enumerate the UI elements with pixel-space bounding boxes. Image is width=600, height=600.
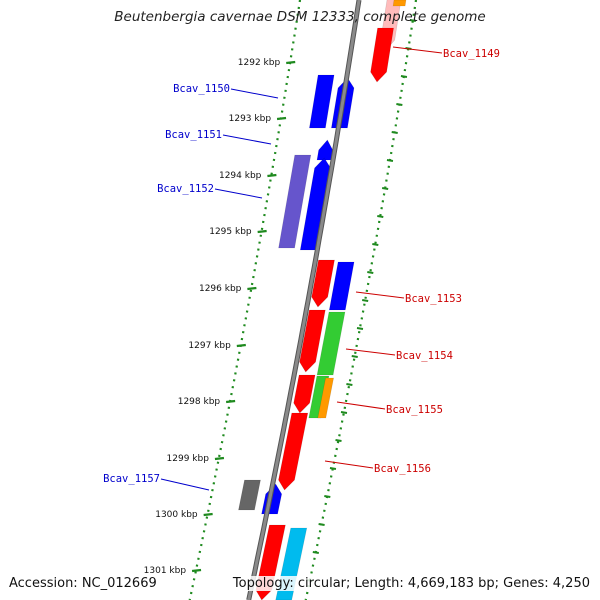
kbp-tick-label: 1295 kbp	[209, 227, 252, 237]
kbp-tick-label: 1299 kbp	[167, 454, 210, 464]
ruler-layer	[188, 0, 418, 600]
outer-ruler-tick	[346, 383, 353, 386]
gene-arrow-bcav-1156	[278, 412, 309, 491]
leader-line-bcav-1152	[214, 188, 263, 199]
kbp-tick-label: 1300 kbp	[155, 510, 198, 520]
outer-ruler-tick	[381, 187, 389, 190]
outer-ruler-tick	[386, 159, 394, 162]
outer-ruler-tick	[324, 495, 331, 498]
gene-arrow-bcav-1150a	[309, 74, 335, 129]
leader-line-bcav-1149	[392, 46, 443, 54]
leader-line-bcav-1154	[345, 348, 396, 356]
gene-arrow-bcav-1152a	[278, 154, 312, 249]
outer-ruler-tick	[400, 75, 408, 78]
backbone-line	[247, 0, 361, 600]
leader-line-bcav-1151	[222, 134, 272, 145]
outer-ruler-tick	[340, 411, 348, 414]
gene-arrow-red-1	[311, 259, 335, 308]
outer-ruler-tick	[318, 523, 325, 526]
kbp-tick-mark	[267, 173, 277, 178]
gene-arrow-bcav-1154	[316, 311, 346, 376]
leader-line-bcav-1153	[355, 291, 405, 299]
gene-arrow-red-2	[299, 309, 326, 373]
gene-label-bcav-1155: Bcav_1155	[386, 404, 443, 416]
outer-ruler-tick	[335, 439, 342, 442]
kbp-tick-label: 1292 kbp	[238, 58, 281, 68]
gene-arrow-red-3	[293, 374, 316, 414]
kbp-tick-label: 1298 kbp	[178, 397, 221, 407]
backbone-layer	[246, 0, 362, 600]
gene-arrow-bcav-1149	[370, 27, 394, 83]
kbp-tick-mark	[247, 286, 257, 291]
outer-ruler-tick	[329, 467, 337, 470]
gene-label-bcav-1149: Bcav_1149	[443, 48, 500, 60]
outer-ruler-tick	[377, 215, 384, 218]
outer-ruler-tick	[409, 19, 417, 22]
gene-label-bcav-1154: Bcav_1154	[396, 350, 453, 362]
kbp-tick-label: 1297 kbp	[188, 341, 231, 351]
accession-text: Accession: NC_012669	[7, 576, 159, 591]
gene-label-bcav-1150: Bcav_1150	[173, 83, 230, 95]
gene-label-bcav-1157: Bcav_1157	[103, 473, 160, 485]
outer-ruler-tick	[396, 103, 403, 106]
topology-text: Topology: circular; Length: 4,669,183 bp…	[230, 576, 592, 591]
gene-label-bcav-1151: Bcav_1151	[165, 129, 222, 141]
tick-layer: 1292 kbp 1293 kbp 1294 kbp 1295 kbp 1296 kbp…	[144, 58, 296, 576]
outer-ruler-tick	[367, 271, 374, 274]
kbp-tick-mark	[226, 399, 236, 404]
leader-line-bcav-1155	[336, 401, 386, 410]
map-title: Beutenbergia cavernae DSM 12333, complet…	[114, 9, 486, 25]
gene-label-layer: Bcav_1149 Bcav_1150 Bcav_1151 Bcav_1152 Bcav…	[103, 46, 500, 491]
kbp-tick-label: 1294 kbp	[219, 171, 262, 181]
outer-ruler-tick	[356, 327, 364, 330]
gene-arrow-bcav-1157-gray	[238, 479, 261, 511]
kbp-tick-mark	[276, 116, 287, 121]
kbp-tick-mark	[203, 512, 213, 517]
feature-layer	[238, 0, 407, 600]
leader-line-bcav-1150	[230, 88, 279, 99]
outer-ruler-tick	[391, 131, 398, 134]
gene-label-bcav-1152: Bcav_1152	[157, 183, 214, 195]
gene-arrow-bcav-1151	[316, 139, 334, 161]
kbp-tick-mark	[286, 60, 296, 65]
outer-ruler-tick	[362, 299, 369, 302]
kbp-tick-mark	[191, 568, 202, 573]
kbp-tick-label: 1296 kbp	[199, 284, 242, 294]
kbp-tick-mark	[214, 456, 225, 461]
kbp-tick-mark	[236, 343, 246, 348]
kbp-tick-mark	[257, 229, 267, 234]
leader-line-bcav-1156	[324, 460, 374, 469]
outer-ruler-tick	[372, 243, 379, 246]
leader-line-bcav-1157	[160, 478, 210, 491]
gene-arrow-orange-top	[392, 0, 407, 7]
gene-label-bcav-1156: Bcav_1156	[374, 463, 431, 475]
gene-label-bcav-1153: Bcav_1153	[405, 293, 462, 305]
gene-arrow-bcav-1155	[317, 377, 334, 419]
kbp-tick-label: 1293 kbp	[229, 114, 272, 124]
gene-arrow-bcav-1153	[328, 261, 355, 311]
outer-ruler-tick	[351, 355, 358, 358]
kbp-tick-label: 1301 kbp	[144, 566, 187, 576]
outer-ruler-tick	[312, 551, 319, 554]
